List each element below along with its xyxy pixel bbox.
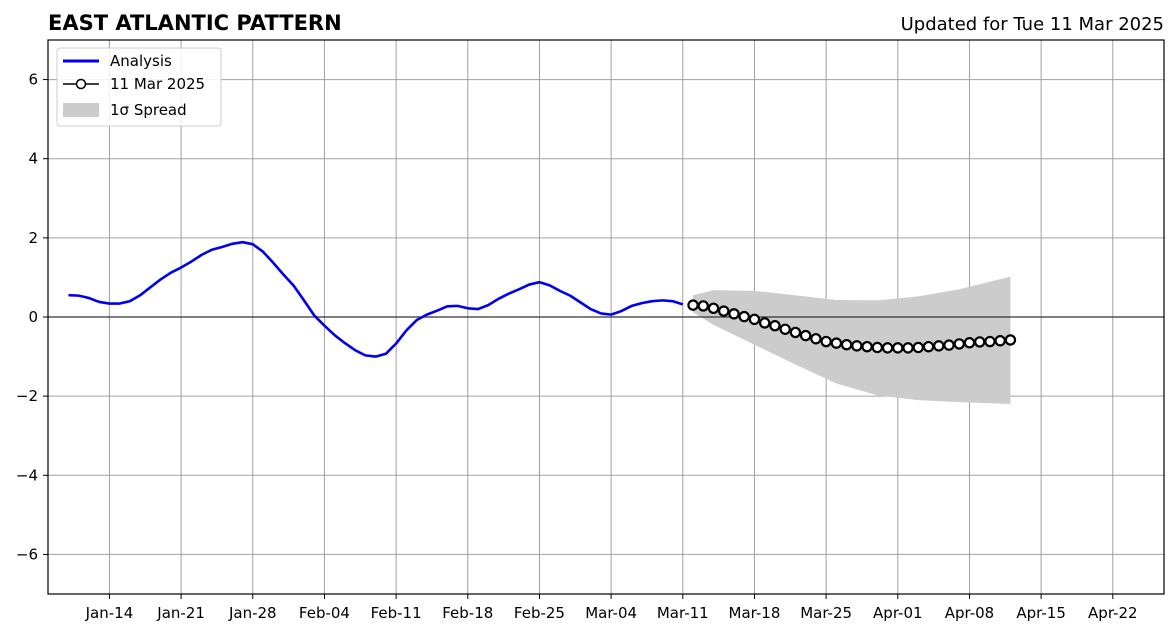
forecast-point bbox=[789, 326, 802, 339]
x-tick-label: Mar-04 bbox=[585, 604, 637, 622]
x-tick-label: Jan-14 bbox=[85, 604, 134, 622]
x-tick-label: Mar-18 bbox=[729, 604, 781, 622]
forecast-point bbox=[902, 342, 914, 354]
forecast-point bbox=[799, 329, 812, 342]
x-tick-label: Jan-28 bbox=[228, 604, 277, 622]
forecast-point bbox=[1004, 334, 1017, 346]
legend-analysis-label: Analysis bbox=[110, 52, 172, 70]
forecast-point bbox=[851, 340, 863, 352]
y-tick-label: −6 bbox=[16, 545, 38, 563]
forecast-point bbox=[748, 313, 761, 326]
forecast-point bbox=[718, 305, 730, 317]
forecast-point bbox=[840, 339, 853, 351]
y-tick-label: −2 bbox=[16, 387, 38, 405]
x-tick-label: Jan-21 bbox=[156, 604, 205, 622]
legend: Analysis 11 Mar 2025 1σ Spread bbox=[56, 47, 222, 127]
forecast-point bbox=[738, 310, 750, 323]
y-tick-label: 2 bbox=[28, 229, 38, 247]
forecast-point bbox=[697, 300, 709, 312]
forecast-point bbox=[984, 335, 996, 348]
forecast-point bbox=[933, 340, 945, 352]
forecast-point bbox=[820, 335, 832, 348]
forecast-point bbox=[687, 299, 699, 311]
plot-area bbox=[47, 39, 1165, 595]
x-tick-label: Feb-18 bbox=[442, 604, 493, 622]
forecast-point bbox=[892, 342, 904, 354]
y-tick-label: 4 bbox=[28, 150, 38, 168]
forecast-point bbox=[953, 338, 965, 350]
chart-title: EAST ATLANTIC PATTERN bbox=[48, 11, 342, 35]
legend-spread-label: 1σ Spread bbox=[110, 101, 187, 119]
forecast-point bbox=[871, 341, 884, 354]
forecast-point bbox=[963, 337, 976, 349]
x-tick-label: Apr-22 bbox=[1088, 604, 1138, 622]
forecast-point bbox=[830, 337, 843, 349]
x-tick-label: Mar-11 bbox=[657, 604, 709, 622]
y-axis: −6 −4 −2 0 2 4 6 bbox=[16, 71, 48, 563]
x-tick-label: Apr-15 bbox=[1016, 604, 1066, 622]
x-tick-label: Mar-25 bbox=[800, 604, 852, 622]
y-tick-label: 0 bbox=[28, 308, 38, 326]
analysis-series bbox=[68, 240, 684, 358]
forecast-point bbox=[994, 335, 1006, 347]
forecast-point bbox=[810, 333, 822, 345]
spread-band-area bbox=[693, 276, 1011, 405]
forecast-point bbox=[943, 339, 955, 351]
x-axis: Jan-14 Jan-21 Jan-28 Feb-04 Feb-11 Feb-18 Feb-… bbox=[85, 594, 1138, 622]
legend-spread-swatch bbox=[63, 103, 99, 117]
forecast-point bbox=[769, 320, 781, 332]
legend-forecast-label: 11 Mar 2025 bbox=[110, 75, 205, 93]
chart-subtitle: Updated for Tue 11 Mar 2025 bbox=[901, 14, 1164, 35]
forecast-point bbox=[861, 340, 873, 353]
forecast-point bbox=[974, 336, 986, 348]
forecast-point bbox=[922, 340, 935, 353]
x-tick-label: Apr-01 bbox=[873, 604, 923, 622]
forecast-series bbox=[687, 299, 1017, 354]
y-tick-label: 6 bbox=[28, 71, 38, 89]
x-tick-label: Feb-11 bbox=[371, 604, 422, 622]
spread-band bbox=[693, 276, 1011, 405]
x-tick-label: Apr-08 bbox=[945, 604, 995, 622]
forecast-point bbox=[779, 323, 791, 335]
legend-forecast-marker bbox=[75, 78, 87, 90]
forecast-point bbox=[728, 308, 740, 320]
analysis-line bbox=[68, 240, 684, 358]
forecast-point bbox=[912, 341, 924, 354]
x-tick-label: Feb-04 bbox=[299, 604, 350, 622]
forecast-point bbox=[758, 317, 771, 329]
forecast-point bbox=[881, 342, 894, 354]
y-tick-label: −4 bbox=[16, 466, 38, 484]
x-tick-label: Feb-25 bbox=[514, 604, 565, 622]
forecast-point bbox=[707, 302, 720, 314]
